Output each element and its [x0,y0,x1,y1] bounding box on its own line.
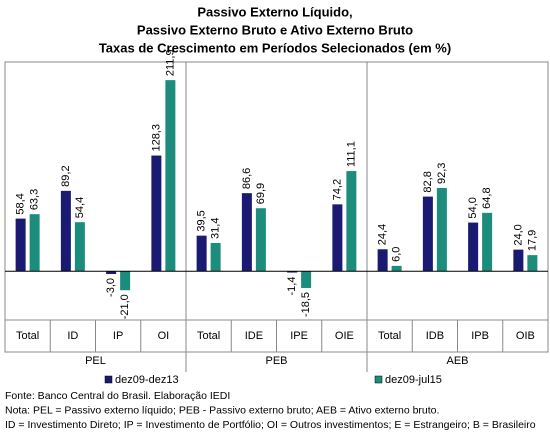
bar [74,222,85,272]
data-label: 54,0 [467,197,479,218]
bar [301,271,312,288]
data-label: 92,3 [436,163,448,184]
data-label: -18,5 [300,292,312,317]
data-label: 6,0 [391,247,403,262]
x-tick-label: OIB [516,330,535,342]
bar [377,249,388,272]
footnote: ID = Investimento Direto; IP = Investime… [5,419,536,431]
bar [482,212,493,272]
bar [60,190,71,272]
x-tick-label: IDE [245,330,263,342]
data-label: 24,4 [377,224,389,245]
legend-swatch [104,375,113,384]
footnote: Fonte: Banco Central do Brasil. Elaboraç… [5,390,230,402]
data-label: 89,2 [60,165,72,186]
x-tick-label: OI [158,330,170,342]
bar [210,242,221,272]
x-tick-label: IP [113,330,123,342]
chart-title: Passivo Externo Líquido, [197,4,352,19]
bar [287,271,298,273]
legend-label: dez09-dez13 [115,374,179,386]
x-tick-label: IPE [290,330,308,342]
data-label: 111,1 [345,141,357,167]
bar [422,196,433,272]
bar [120,271,131,291]
bar [15,218,26,272]
bar [391,265,402,272]
bar [513,249,524,272]
bar [436,188,447,272]
x-tick-label: Total [378,330,401,342]
data-label: 211,9 [164,49,176,76]
bar [346,171,357,272]
data-label: 54,4 [74,197,86,218]
data-label: 24,0 [512,224,524,245]
data-label: -1,4 [286,277,298,296]
x-tick-label: ID [67,330,78,342]
x-tick-label: IDB [426,330,444,342]
x-tick-label: IPB [471,330,489,342]
bar [255,208,266,272]
legend-label: dez09-jul15 [385,374,442,386]
data-label: 74,2 [331,179,343,200]
bar [165,80,176,272]
bar [29,214,40,272]
group-label: AEB [446,355,468,367]
data-label: 31,4 [210,218,222,239]
footnote: Nota: PEL = Passivo externo líquido; PEB… [5,404,439,416]
bar [332,204,343,272]
data-label: 17,9 [526,230,538,251]
bar [151,155,162,272]
data-label: 63,3 [29,189,41,210]
bar [196,235,207,272]
chart-title: Passivo Externo Bruto e Ativo Externo Br… [137,22,413,37]
data-label: -21,0 [119,294,131,319]
legend-swatch [374,375,383,384]
bar [241,193,252,272]
group-label: PEL [85,355,106,367]
bar [468,222,479,272]
data-label: 39,5 [196,210,208,231]
data-label: 69,9 [255,183,267,204]
data-label: 86,6 [241,168,253,189]
bar [106,271,117,274]
data-label: 64,8 [481,187,493,208]
data-label: 58,4 [15,193,27,214]
data-label: 82,8 [422,171,434,192]
x-tick-label: Total [16,330,39,342]
group-label: PEB [265,355,287,367]
x-tick-label: Total [197,330,220,342]
data-label: 128,3 [150,124,162,152]
x-tick-label: OIE [335,330,354,342]
bar [527,255,538,272]
chart-title: Taxas de Crescimento em Períodos Selecio… [99,40,451,55]
data-label: -3,0 [105,278,117,297]
